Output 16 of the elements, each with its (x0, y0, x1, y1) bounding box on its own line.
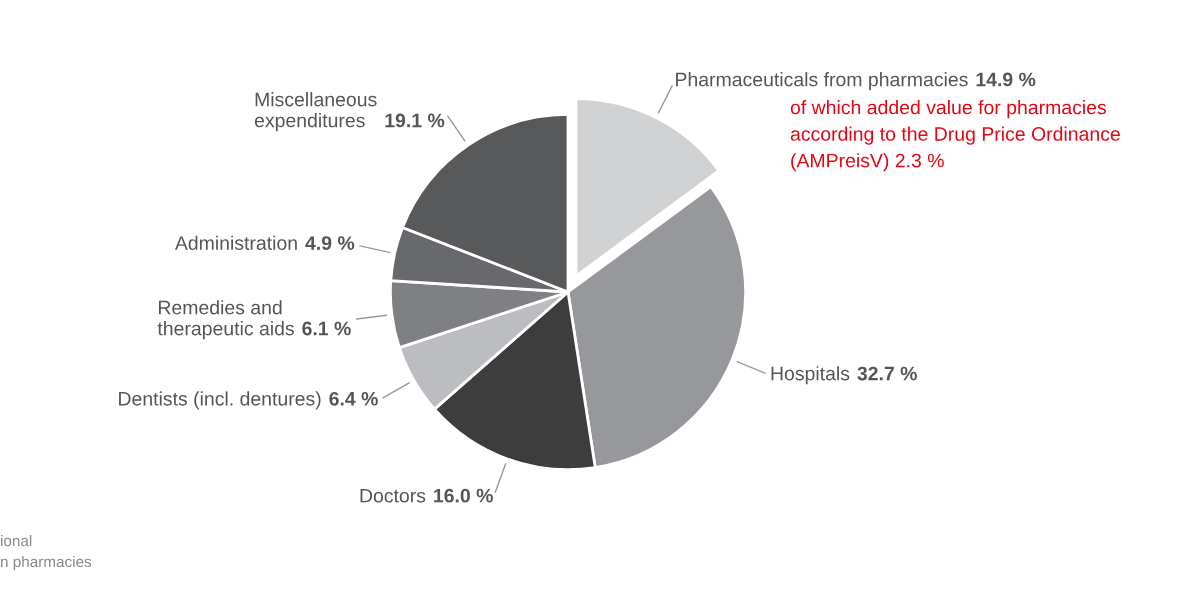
slice-label: Pharmaceuticals from pharmacies (676, 72, 968, 91)
data-label: 16.0 % (434, 488, 493, 503)
data-label: 14.9 % (976, 72, 1036, 87)
slice-label: Miscellaneous expenditures (254, 92, 377, 132)
slice-label: Doctors (360, 488, 426, 503)
data-label: 4.9 % (305, 236, 355, 250)
data-label: 6.4 % (329, 391, 378, 406)
slice-label: Hospitals (771, 366, 850, 385)
data-label: 6.1 % (302, 321, 351, 336)
slice-label: Remedies and therapeutic aids (157, 300, 294, 340)
slice-label: Administration (174, 235, 297, 250)
text: ional n pharmacies (1, 535, 92, 571)
data-label: 19.1 % (385, 113, 445, 128)
data-label: 32.7 % (857, 366, 917, 381)
slice-label: Dentists (incl. dentures) (119, 391, 321, 410)
text: of which added value for pharmacies according to the Drug Price Ordinance (AMPreisV) 2.3 % (790, 100, 1120, 172)
